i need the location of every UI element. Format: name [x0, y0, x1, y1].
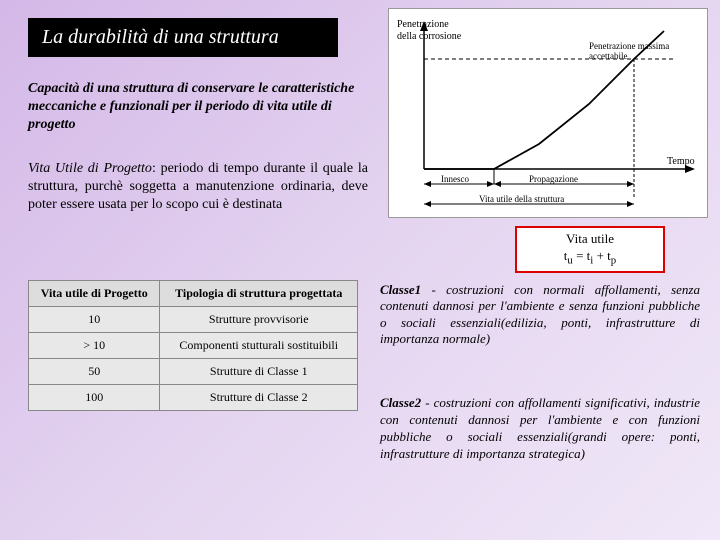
formula: tu = ti + tp [519, 248, 661, 268]
arrow-r1 [487, 181, 494, 187]
table-cell: 10 [29, 307, 160, 333]
arrow-l3 [424, 201, 431, 207]
design-life-table: Vita utile di ProgettoTipologia di strut… [28, 280, 358, 411]
threshold-label: Penetrazione massima [589, 41, 669, 51]
definition-text: Capacità di una struttura di conservare … [28, 80, 368, 135]
threshold-label2: accettabile [589, 51, 627, 61]
vita-utile-definition: Vita Utile di Progetto: periodo di tempo… [28, 160, 368, 215]
corrosion-curve [424, 31, 664, 169]
classe2-text: Classe2 - costruzioni con affollamenti s… [380, 395, 700, 463]
dim-propagazione: Propagazione [529, 174, 578, 184]
table-cell: Strutture provvisorie [160, 307, 358, 333]
diagram-xlabel: Tempo [667, 156, 695, 167]
diagram-svg: Penetrazione della corrosione Tempo Pene… [389, 9, 709, 219]
table-row: 10Strutture provvisorie [29, 307, 358, 333]
vita-utile-lead: Vita Utile di Progetto [28, 161, 152, 176]
arrow-r3 [627, 201, 634, 207]
diagram-ylabel2: della corrosione [397, 31, 462, 42]
dim-total: Vita utile della struttura [479, 194, 564, 204]
formula-label: Vita utile [519, 231, 661, 248]
table-header: Vita utile di Progetto [29, 281, 160, 307]
table-cell: Strutture di Classe 1 [160, 359, 358, 385]
vita-utile-formula-box: Vita utile tu = ti + tp [515, 226, 665, 273]
table-cell: Componenti stutturali sostituibili [160, 333, 358, 359]
table-row: > 10Componenti stutturali sostituibili [29, 333, 358, 359]
arrow-l1 [424, 181, 431, 187]
slide-title: La durabilità di una struttura [28, 18, 338, 57]
table-cell: > 10 [29, 333, 160, 359]
classe1-body: - costruzioni con normali affollamenti, … [380, 282, 700, 346]
table-cell: Strutture di Classe 2 [160, 385, 358, 411]
classe1-text: Classe1 - costruzioni con normali affoll… [380, 282, 700, 347]
corrosion-diagram: Penetrazione della corrosione Tempo Pene… [388, 8, 708, 218]
classe2-body: - costruzioni con affollamenti significa… [380, 395, 700, 461]
table-row: 50Strutture di Classe 1 [29, 359, 358, 385]
classe1-label: Classe1 [380, 282, 421, 297]
table-row: 100Strutture di Classe 2 [29, 385, 358, 411]
arrow-l2 [494, 181, 501, 187]
table-cell: 100 [29, 385, 160, 411]
table-header: Tipologia di struttura progettata [160, 281, 358, 307]
dim-innesco: Innesco [441, 174, 469, 184]
table-cell: 50 [29, 359, 160, 385]
classe2-label: Classe2 [380, 395, 421, 410]
arrow-r2 [627, 181, 634, 187]
